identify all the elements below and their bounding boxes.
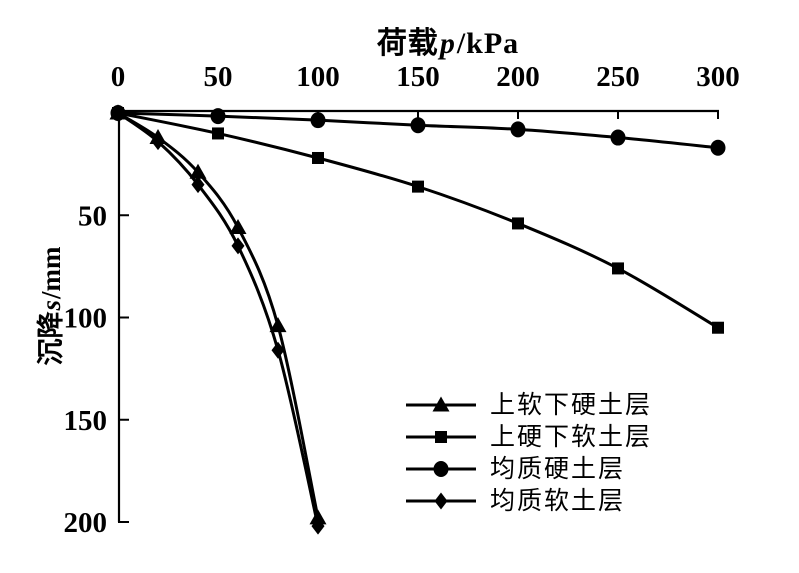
square-marker [712, 321, 724, 334]
diamond-marker [231, 237, 245, 255]
y-tick-label: 200 [64, 507, 108, 539]
circle-marker [410, 117, 426, 134]
x-axis-title-text: 荷载 [376, 27, 439, 60]
square-marker [212, 127, 224, 140]
series-line-1 [116, 111, 720, 330]
square-marker [435, 431, 447, 443]
triangle-marker [309, 509, 327, 525]
x-axis-unit: /kPa [456, 27, 520, 60]
series-markers-1 [112, 107, 724, 334]
x-axis-title: 荷载p/kPa [268, 18, 628, 62]
square-marker [412, 180, 424, 193]
x-tick-label: 100 [296, 61, 340, 93]
circle-marker [433, 461, 449, 477]
square-marker [312, 151, 324, 164]
series-markers-2 [110, 105, 726, 156]
y-tick-label: 150 [64, 405, 108, 437]
legend-label: 均质硬土层 [490, 455, 626, 483]
legend-item: 上软下硬土层 [404, 389, 652, 421]
triangle-marker [269, 317, 287, 333]
circle-marker [610, 129, 626, 146]
circle-marker [510, 121, 526, 138]
diamond-marker [434, 492, 448, 510]
series-line-3 [116, 111, 320, 528]
legend-marker-diamond [406, 492, 476, 510]
circle-marker [310, 112, 326, 129]
triangle-marker [229, 219, 247, 235]
legend-item: 均质硬土层 [404, 453, 652, 485]
series-markers-3 [111, 104, 325, 535]
y-tick-label: 100 [64, 303, 108, 335]
y-tick-label: 50 [78, 200, 107, 232]
triangle-marker [189, 163, 207, 179]
legend-marker-square [406, 431, 476, 443]
x-tick-label: 50 [204, 61, 233, 93]
legend-label: 上软下硬土层 [490, 391, 653, 419]
x-tick-label: 200 [496, 61, 540, 93]
x-tick-label: 150 [396, 61, 440, 93]
legend-marker-triangle [406, 396, 476, 412]
diamond-marker [271, 341, 285, 359]
square-marker [612, 262, 624, 275]
legend-item: 上硬下软土层 [404, 421, 652, 453]
circle-marker [710, 139, 726, 156]
legend-marker-circle [406, 461, 476, 477]
circle-marker [210, 108, 226, 125]
triangle-marker [432, 396, 450, 412]
legend-label: 上硬下软土层 [490, 423, 653, 451]
legend-item: 均质软土层 [404, 485, 652, 517]
square-marker [512, 217, 524, 230]
x-axis-variable: p [439, 27, 456, 60]
diamond-marker [191, 176, 205, 194]
legend-label: 均质软土层 [490, 487, 626, 515]
diamond-marker [311, 517, 325, 535]
diamond-marker [151, 133, 165, 151]
diamond-marker [111, 104, 125, 122]
x-tick-label: 300 [696, 61, 740, 93]
x-tick-label: 0 [111, 61, 126, 93]
legend: 上软下硬土层 上硬下软土层 均质硬土层 均质软土层 [404, 389, 652, 517]
series-line-0 [116, 111, 320, 520]
series-markers-0 [109, 104, 327, 525]
x-tick-label: 250 [596, 61, 640, 93]
